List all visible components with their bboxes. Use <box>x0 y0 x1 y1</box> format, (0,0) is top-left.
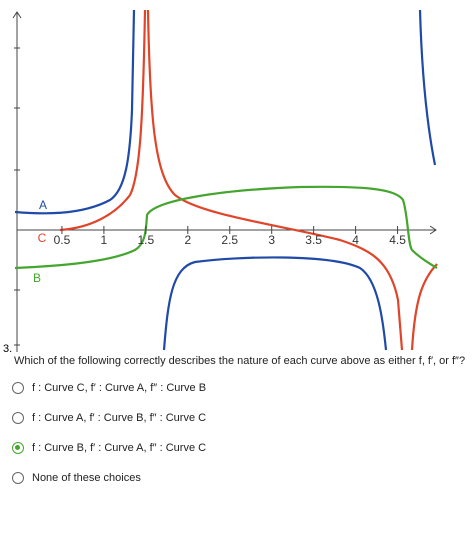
radio[interactable] <box>12 442 24 454</box>
question-number: 3. <box>3 343 13 355</box>
curve-c <box>410 263 438 351</box>
curve-a <box>162 256 388 351</box>
radio[interactable] <box>12 472 24 484</box>
curve-c <box>146 9 404 351</box>
option[interactable]: f : Curve A, f′ : Curve B, f″ : Curve C <box>12 408 206 428</box>
x-tick-label: 1.5 <box>138 233 155 247</box>
curve-label: B <box>33 271 41 285</box>
x-tick-label: 2.5 <box>221 233 238 247</box>
option[interactable]: f : Curve C, f′ : Curve A, f″ : Curve B <box>12 378 206 398</box>
option[interactable]: None of these choices <box>12 468 141 488</box>
x-tick-label: 3.5 <box>305 233 322 247</box>
x-tick-label: 0.5 <box>54 233 71 247</box>
y-ticks <box>14 47 20 346</box>
graph: 0.5 1 1.5 2 2.5 3 3.5 4 4.5 A C B <box>12 9 438 352</box>
option-text: f : Curve B, f′ : Curve A, f″ : Curve C <box>32 442 207 454</box>
x-arrow <box>429 225 437 235</box>
radio[interactable] <box>12 412 24 424</box>
x-tick-label: 1 <box>101 233 108 247</box>
curve-b <box>14 185 438 270</box>
x-tick-label: 2 <box>184 233 191 247</box>
question-text: Which of the following correctly describ… <box>14 355 466 367</box>
x-tick-label: 3 <box>268 233 275 247</box>
curve-a <box>418 9 437 166</box>
option[interactable]: f : Curve B, f′ : Curve A, f″ : Curve C <box>12 438 206 458</box>
x-tick-label: 4.5 <box>389 233 406 247</box>
curve-a <box>14 9 136 215</box>
option-text: f : Curve C, f′ : Curve A, f″ : Curve B <box>32 382 207 394</box>
x-tick-label: 4 <box>352 233 359 247</box>
curve-c <box>59 9 147 232</box>
radio[interactable] <box>12 382 24 394</box>
option-text: None of these choices <box>32 472 141 484</box>
option-text: f : Curve A, f′ : Curve B, f″ : Curve C <box>32 412 207 424</box>
curve-label: C <box>38 231 47 245</box>
curve-label: A <box>39 198 47 212</box>
y-arrow <box>12 11 22 19</box>
curves <box>14 9 438 351</box>
